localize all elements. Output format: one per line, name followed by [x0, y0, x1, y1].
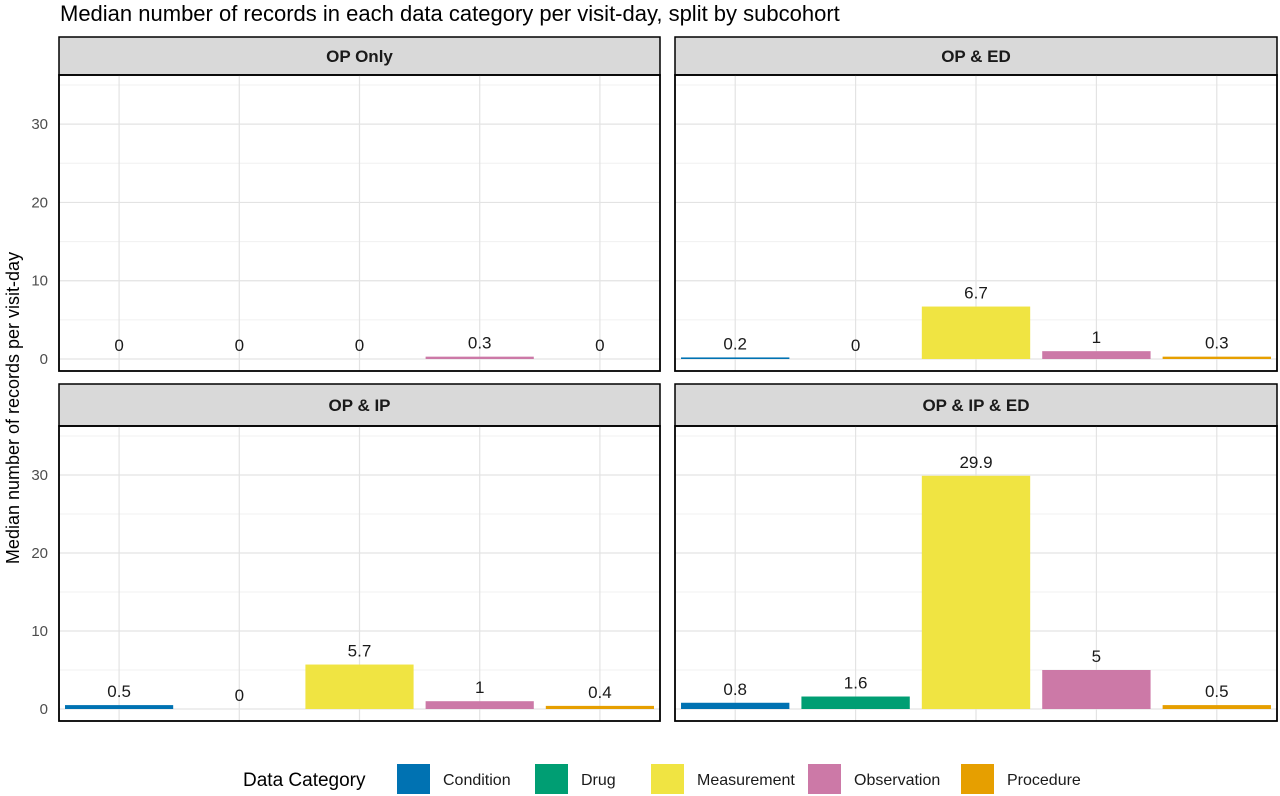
bar-measurement	[305, 664, 414, 709]
bar-value-label: 0.3	[468, 334, 492, 353]
legend-swatch	[961, 764, 994, 794]
bar-value-label: 0	[851, 336, 860, 355]
legend-swatch	[535, 764, 568, 794]
panel-2: OP & IP 0 10 20 30 0.5 0 5.7 1 0.4	[31, 383, 661, 722]
bar-observation	[425, 701, 534, 709]
legend-label: Procedure	[1007, 772, 1081, 789]
bar-procedure	[1162, 705, 1271, 709]
y-tick-label: 30	[31, 116, 48, 133]
bar-value-label: 0.4	[588, 683, 612, 702]
legend-label: Drug	[581, 772, 616, 789]
panel-border	[58, 425, 661, 722]
bar-condition	[681, 702, 790, 709]
bar-value-label: 0	[595, 336, 604, 355]
y-tick-label: 20	[31, 194, 48, 211]
bar-observation	[1042, 351, 1151, 359]
bar-value-label: 5.7	[348, 642, 372, 661]
panel-strip-label: OP & IP	[328, 396, 390, 415]
bar-measurement	[921, 475, 1031, 709]
y-tick-label: 10	[31, 623, 48, 640]
y-tick-label: 0	[40, 701, 48, 718]
bar-value-label: 0.8	[723, 680, 747, 699]
bar-value-label: 0	[355, 336, 364, 355]
legend-label: Condition	[443, 772, 511, 789]
legend-title: Data Category	[243, 770, 366, 791]
panel-border	[58, 74, 661, 372]
bar-drug	[801, 696, 910, 709]
y-tick-label: 0	[40, 351, 48, 368]
panel-border	[674, 74, 1278, 372]
legend-item-drug: Drug	[535, 764, 616, 794]
bar-value-label: 0	[235, 336, 244, 355]
panel-strip	[58, 383, 661, 427]
legend-label: Measurement	[697, 772, 795, 789]
panel-strip-label: OP & ED	[941, 47, 1011, 66]
legend-label: Observation	[854, 772, 940, 789]
bar-value-label: 29.9	[959, 453, 992, 472]
bar-value-label: 0.5	[107, 682, 131, 701]
legend-swatch	[651, 764, 684, 794]
chart-title: Median number of records in each data ca…	[60, 1, 840, 26]
y-axis-label: Median number of records per visit-day	[3, 252, 23, 564]
panel-1: OP & ED 0.2 0 6.7 1 0.3	[674, 36, 1278, 372]
bar-value-label: 5	[1092, 647, 1101, 666]
bar-observation	[425, 356, 534, 359]
bar-value-label: 0	[235, 686, 244, 705]
panel-strip-label: OP & IP & ED	[922, 396, 1029, 415]
y-tick-label: 30	[31, 467, 48, 484]
bar-value-label: 0.3	[1205, 334, 1229, 353]
bar-value-label: 6.7	[964, 284, 988, 303]
bar-condition	[681, 357, 790, 359]
panel-strip-label: OP Only	[326, 47, 393, 66]
bar-observation	[1042, 670, 1151, 709]
bar-procedure	[1162, 356, 1271, 359]
legend-item-measurement: Measurement	[651, 764, 795, 794]
y-tick-label: 10	[31, 273, 48, 290]
bar-value-label: 0	[114, 336, 123, 355]
legend-swatch	[808, 764, 841, 794]
bar-condition	[65, 705, 174, 709]
bar-measurement	[921, 306, 1031, 359]
legend: Data Category Condition Drug Measurement Ob…	[243, 764, 1081, 794]
y-tick-label: 20	[31, 545, 48, 562]
bar-value-label: 0.5	[1205, 682, 1229, 701]
panel-0: OP Only 0 10 20 30 0 0 0 0.3 0	[31, 36, 661, 372]
legend-item-condition: Condition	[397, 764, 511, 794]
panel-3: OP & IP & ED 0.8 1.6 29.9 5 0.5	[674, 383, 1278, 722]
legend-item-procedure: Procedure	[961, 764, 1081, 794]
panel-border	[674, 425, 1278, 722]
bar-value-label: 0.2	[723, 334, 747, 353]
bar-value-label: 1	[1092, 328, 1101, 347]
legend-item-observation: Observation	[808, 764, 940, 794]
bar-value-label: 1	[475, 678, 484, 697]
legend-swatch	[397, 764, 430, 794]
bar-value-label: 1.6	[844, 674, 868, 693]
bar-procedure	[545, 705, 654, 709]
panel-strip	[58, 36, 661, 76]
